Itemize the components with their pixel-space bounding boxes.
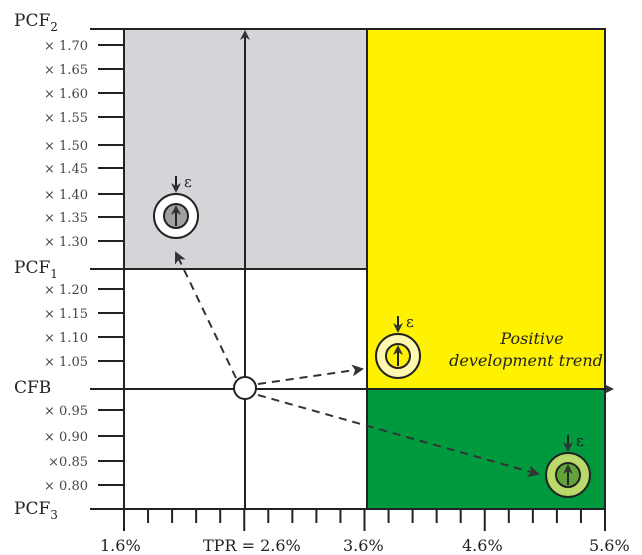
pcf2-label: PCF2	[14, 11, 58, 34]
pcf3-label: PCF3	[14, 499, 58, 522]
target-marker-yellow: ε	[375, 313, 421, 379]
y-tick-label: × 1.15	[44, 307, 88, 322]
y-tick-label: × 1.10	[44, 331, 88, 346]
x-label-tpr: TPR = 2.6%	[203, 536, 301, 555]
y-tick-label: × 1.65	[44, 63, 88, 78]
cfb-label: CFB	[14, 378, 51, 398]
epsilon-label: ε	[576, 432, 584, 450]
y-tick-label: ×0.85	[48, 455, 88, 470]
y-tick-label: × 1.55	[44, 111, 88, 126]
x-label-5-6: 5.6%	[589, 536, 630, 555]
zone-right-yellow	[367, 29, 605, 389]
y-tick-label: × 0.80	[44, 479, 88, 494]
trend-label-line1: Positive	[499, 329, 563, 348]
dashed-arrow-to-yellow	[257, 364, 364, 385]
y-tick-label: × 1.70	[44, 39, 88, 54]
epsilon-label: ε	[184, 173, 192, 191]
y-tick-label: × 1.50	[44, 139, 88, 154]
dashed-arrow-to-green	[257, 394, 540, 478]
pcf1-label: PCF1	[14, 258, 58, 281]
x-label-3-6: 3.6%	[343, 536, 384, 555]
epsilon-label: ε	[406, 313, 414, 331]
y-tick-label: × 1.30	[44, 235, 88, 250]
x-label-1-6: 1.6%	[100, 536, 141, 555]
y-tick-label: × 1.35	[44, 211, 88, 226]
dashed-arrow-to-grey	[174, 251, 237, 379]
target-marker-green: ε	[545, 432, 591, 498]
y-tick-label: × 0.90	[44, 430, 88, 445]
trend-label-line2: development trend	[449, 351, 603, 370]
origin-point	[233, 376, 257, 400]
y-tick-labels: × 1.70 × 1.65 × 1.60 × 1.55 × 1.50 × 1.4…	[44, 39, 88, 494]
y-tick-label: × 1.05	[44, 355, 88, 370]
x-label-4-6: 4.6%	[462, 536, 503, 555]
y-tick-label: × 1.60	[44, 87, 88, 102]
y-tick-label: × 1.40	[44, 188, 88, 203]
y-tick-label: × 1.45	[44, 162, 88, 177]
target-marker-grey: ε	[153, 173, 199, 239]
axis-ticks	[90, 28, 606, 531]
y-tick-label: × 0.95	[44, 404, 88, 419]
y-tick-label: × 1.20	[44, 283, 88, 298]
